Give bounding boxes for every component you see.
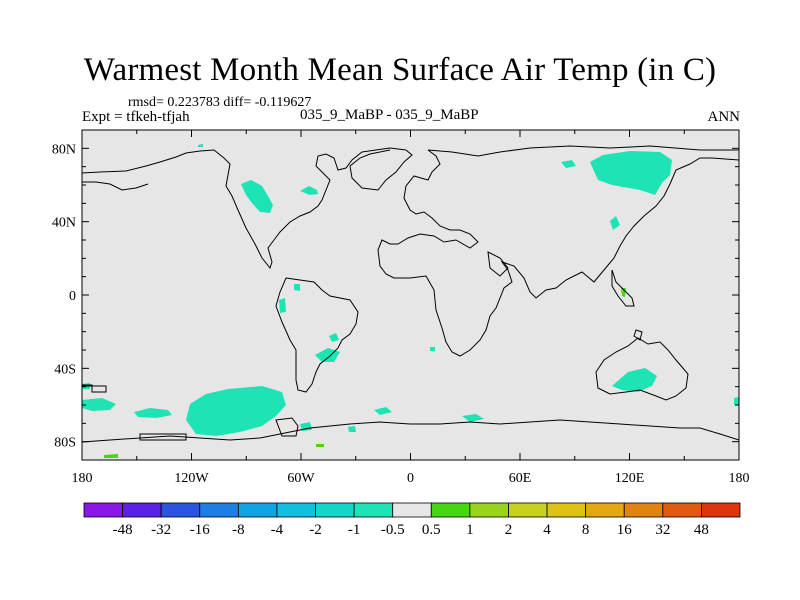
anomaly-region-southern-ocean-5 [734, 397, 739, 406]
colorbar-label: 8 [582, 522, 590, 538]
anomaly-region-north-america [241, 180, 273, 213]
anomaly-region-antarctic-peninsula [104, 454, 118, 458]
colorbar-label: 4 [543, 522, 551, 538]
colorbar-swatch [662, 502, 702, 518]
anomaly-region-south-america-3 [329, 333, 339, 342]
colorbar-swatch [122, 502, 162, 518]
chart-subtitle: 035_9_MaBP - 035_9_MaBP [300, 107, 479, 123]
anomaly-region-western-australia [612, 368, 657, 392]
coastline-layer [82, 145, 739, 443]
colorbar-label: 48 [694, 522, 709, 538]
coastline-weddell [82, 384, 107, 393]
colorbar-label: 2 [505, 522, 513, 538]
coastline-australia [595, 337, 689, 401]
colorbar-label: -48 [113, 522, 133, 538]
anomaly-region-hudson-labrador [300, 186, 318, 195]
colorbar-label: -32 [151, 522, 171, 538]
anomaly-region-south-america [315, 348, 340, 362]
anomaly-region-southern-ocean-3 [300, 422, 312, 431]
x-axis: 180 120W 60W 0 60E 120E 180 [72, 130, 750, 486]
coastline-eurasia [427, 145, 739, 157]
colorbar-label: 32 [655, 522, 670, 538]
colorbar-label: -16 [190, 522, 210, 538]
coastline-ross-shelf [139, 433, 187, 441]
colorbar-swatch [199, 502, 239, 518]
x-tick-label: 180 [72, 471, 93, 486]
x-tick-label: 0 [407, 471, 414, 486]
colorbar-swatch [315, 502, 355, 518]
colorbar-swatch [160, 502, 201, 518]
coastline-south-america [275, 277, 359, 393]
x-tick-label: 60W [287, 471, 315, 486]
colorbar-label: -2 [309, 522, 322, 538]
anomaly-region-southern-ocean-2 [462, 414, 484, 422]
colorbar: -48 -32 -16 -8 -4 -2 -1 -0.5 0.5 1 2 4 8 16 32 48 [83, 502, 741, 538]
anomaly-layer [82, 144, 739, 458]
colorbar-swatch [701, 502, 741, 518]
anomaly-region-southern-pacific-2 [134, 408, 172, 418]
x-tick-label: 60E [509, 471, 532, 486]
anomaly-region-east-asia [610, 216, 620, 230]
anomaly-region-antarctica [430, 347, 435, 351]
colorbar-label: -1 [348, 522, 361, 538]
x-tick-label: 120W [174, 471, 209, 486]
colorbar-label: -8 [232, 522, 245, 538]
anomaly-region-southern-atlantic [82, 398, 116, 411]
anomaly-region-arctic [198, 144, 203, 147]
stats-text: rmsd= 0.223783 diff= -0.119627 [128, 95, 312, 110]
colorbar-swatch [276, 502, 316, 518]
coastline-europe-africa [377, 149, 739, 357]
coastline-red-sea-arabia [487, 251, 509, 277]
x-tick-label: 120E [615, 471, 645, 486]
y-axis: 80N 40N 0 40S 80S [52, 142, 739, 451]
colorbar-swatch [585, 502, 625, 518]
anomaly-region-south-america-2 [279, 298, 286, 313]
colorbar-label: 0.5 [422, 522, 441, 538]
anomaly-region-south-america-4 [294, 284, 300, 291]
coastline-greenland [349, 149, 413, 191]
coastline-antarctica [82, 419, 739, 443]
y-tick-label: 40S [54, 362, 76, 377]
colorbar-label: -0.5 [381, 522, 405, 538]
coastline-alaska [82, 181, 149, 191]
colorbar-label: 16 [617, 522, 633, 538]
y-tick-label: 80N [52, 142, 76, 157]
anomaly-region-southern-ocean-4 [348, 426, 356, 432]
anomaly-region-southern-ocean-1 [374, 407, 392, 415]
colorbar-swatch [546, 502, 587, 518]
season-label: ANN [707, 109, 741, 125]
coastline-north-america [82, 147, 407, 270]
colorbar-label: 1 [466, 522, 474, 538]
colorbar-swatch [392, 502, 432, 518]
anomaly-region-antarctica-2 [316, 444, 324, 447]
y-tick-label: 80S [54, 436, 76, 451]
colorbar-swatch [353, 502, 394, 518]
colorbar-swatch [430, 502, 471, 518]
anomaly-region-east-asia-2 [561, 160, 576, 168]
chart-title: Warmest Month Mean Surface Air Temp (in … [83, 52, 717, 88]
coastline-asia-east [611, 269, 635, 307]
experiment-label: Expt = tfkeh-tfjah [82, 109, 190, 125]
colorbar-swatch [237, 502, 278, 518]
y-tick-label: 0 [69, 289, 76, 304]
y-tick-label: 40N [52, 216, 76, 231]
anomaly-region-north-siberia [590, 151, 672, 195]
colorbar-label: -4 [271, 522, 284, 538]
colorbar-swatch [469, 502, 509, 518]
colorbar-swatch [83, 502, 123, 518]
colorbar-swatch [623, 502, 664, 518]
coastline-tasmania [633, 329, 643, 341]
x-tick-label: 180 [729, 471, 750, 486]
coastline-peninsula [275, 417, 299, 437]
colorbar-swatch [508, 502, 548, 518]
anomaly-region-southern-pacific [186, 386, 286, 436]
